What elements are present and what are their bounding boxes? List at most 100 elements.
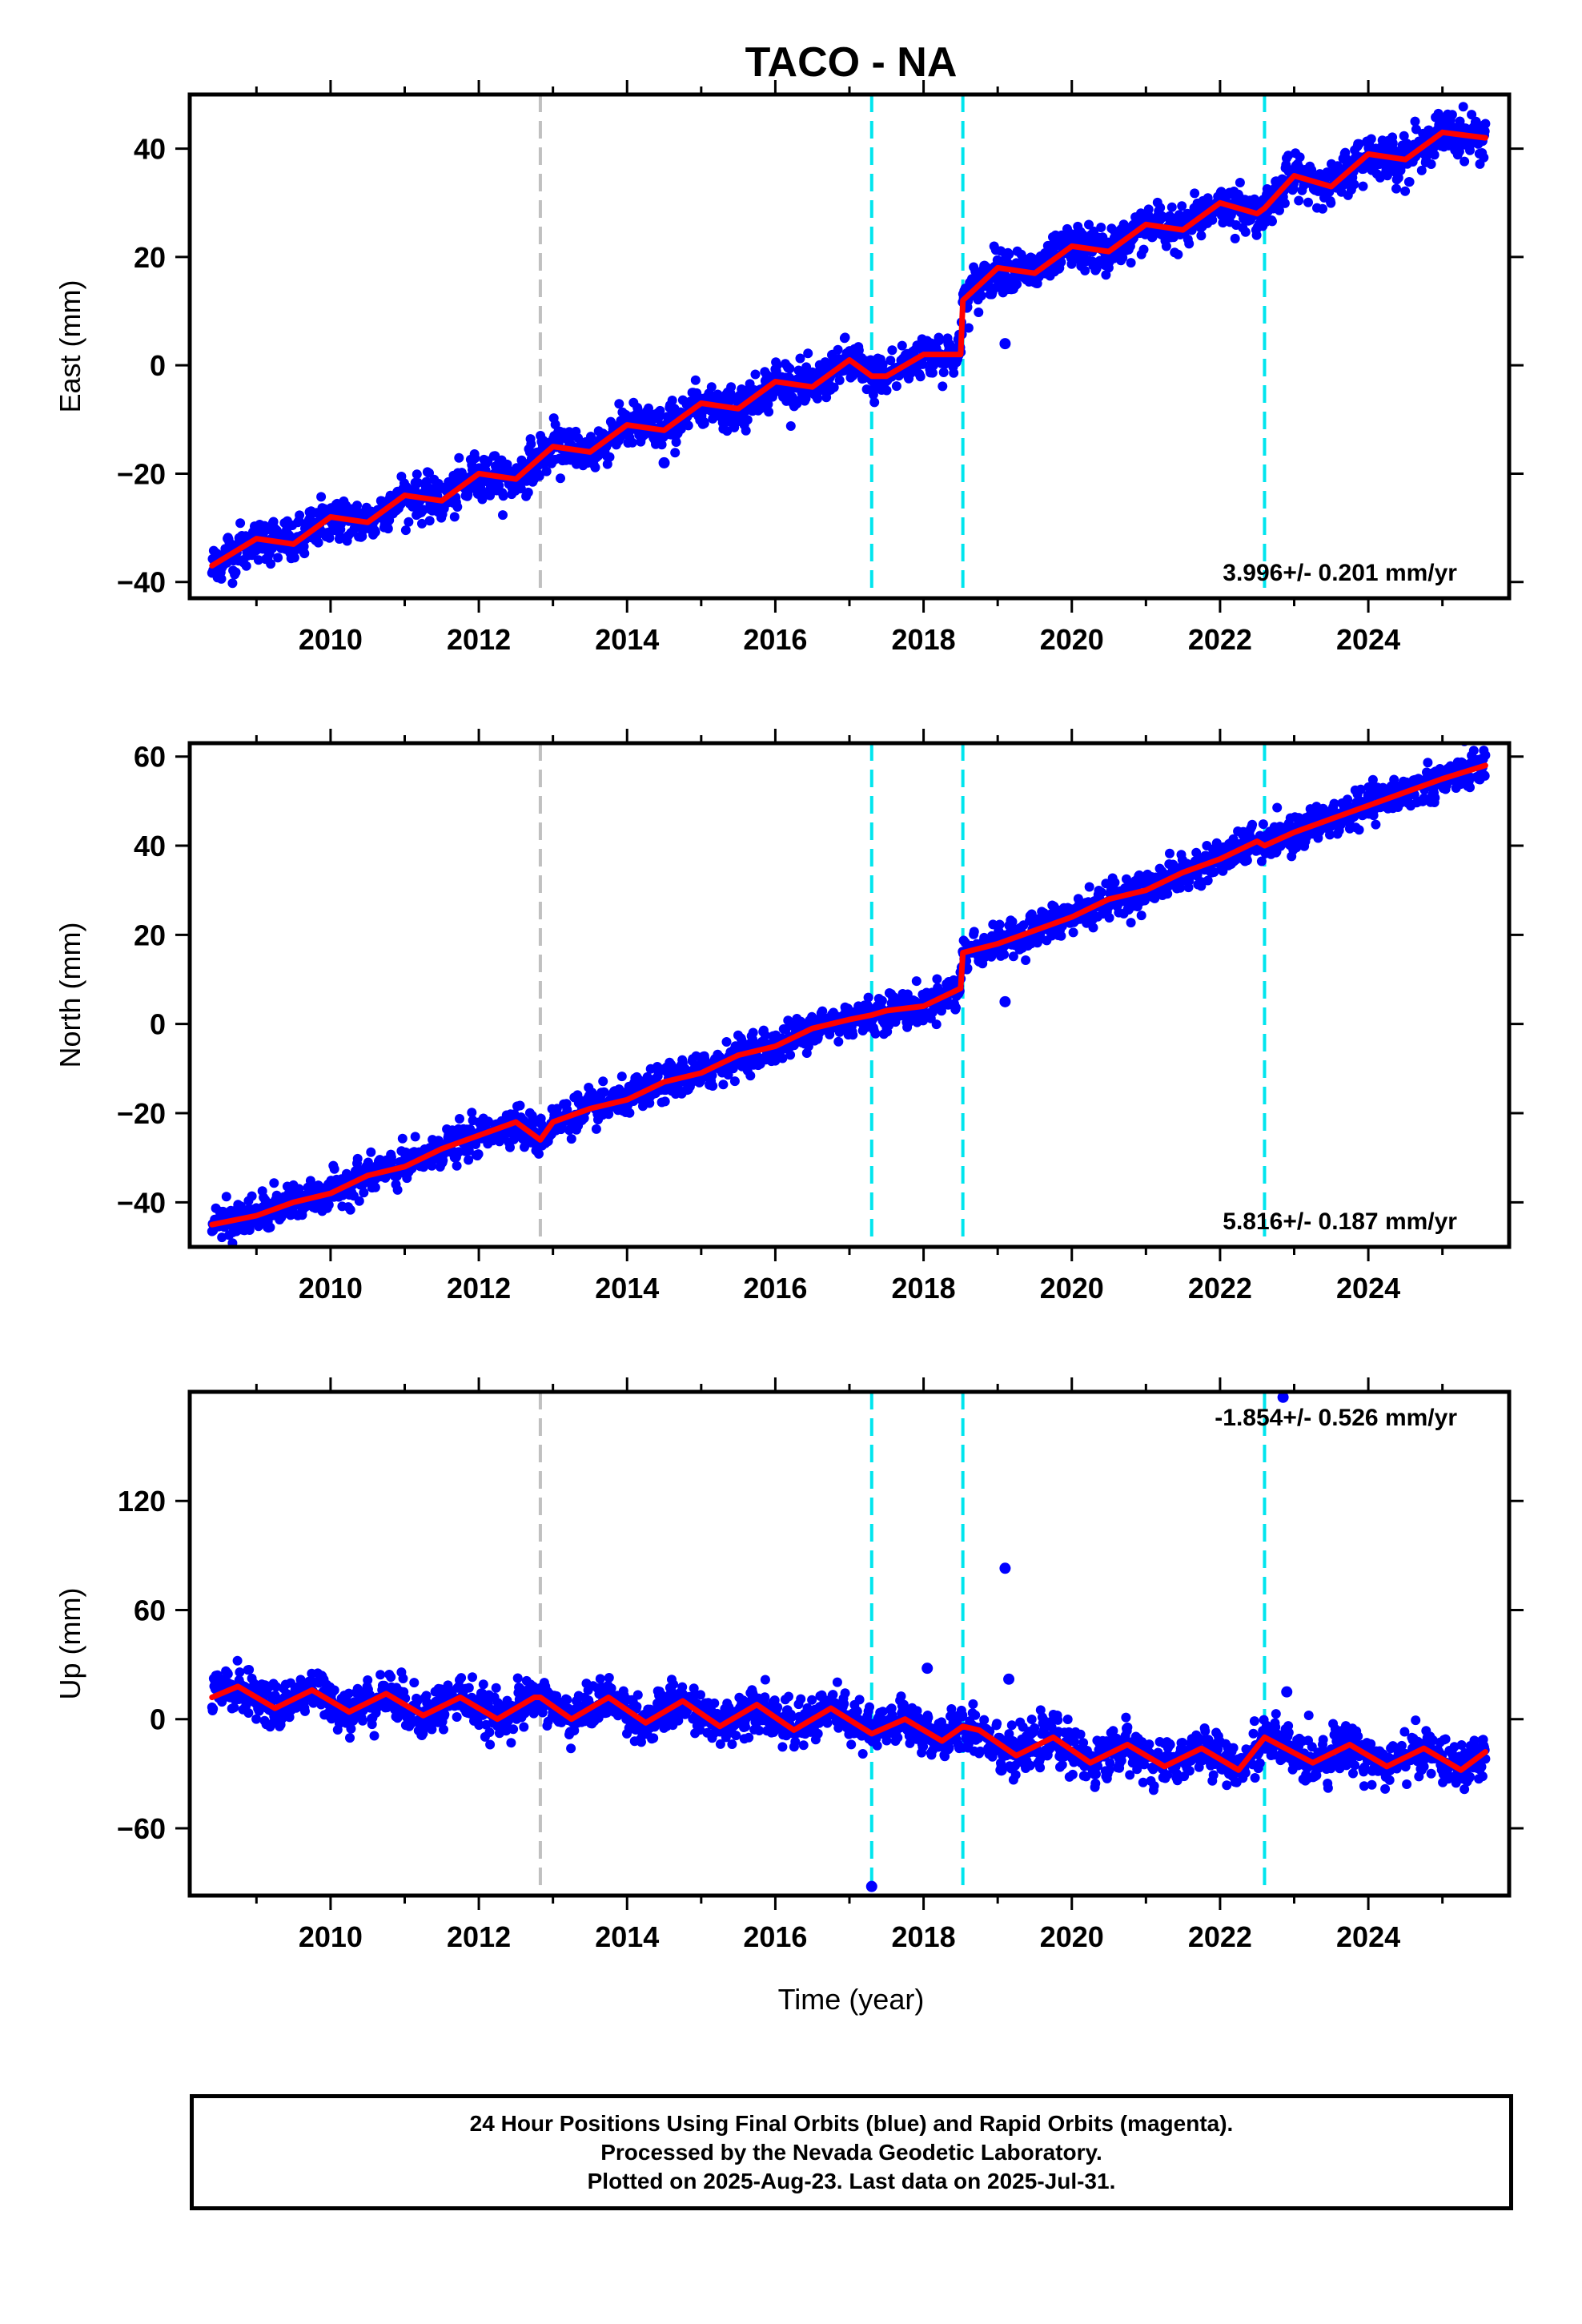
- observation-point: [400, 525, 411, 536]
- observation-point: [404, 517, 414, 527]
- observation-point: [764, 407, 774, 417]
- outlier-point: [999, 338, 1011, 350]
- observation-point: [745, 1071, 756, 1081]
- observation-point: [419, 505, 429, 515]
- panel-east: 2010 2012 2014 2016 2018 2020 2022 2024−40−2002…: [54, 80, 1524, 656]
- x-tick-label: 2024: [1336, 1272, 1400, 1305]
- observation-point: [1126, 918, 1136, 928]
- observation-point: [599, 1087, 609, 1097]
- observation-point: [707, 1070, 717, 1080]
- observation-point: [232, 1655, 243, 1666]
- x-tick-label: 2012: [447, 623, 511, 656]
- model-line-east: [209, 129, 1488, 569]
- observation-point: [1203, 875, 1213, 886]
- observation-point: [516, 484, 526, 494]
- observation-point: [655, 405, 665, 416]
- observation-point: [1479, 152, 1489, 163]
- observation-point: [1084, 882, 1094, 892]
- observation-point: [556, 473, 565, 484]
- observation-point: [473, 1149, 484, 1160]
- observation-point: [1307, 165, 1317, 175]
- observation-point: [994, 919, 1005, 930]
- observation-point: [1162, 889, 1173, 899]
- observation-point: [410, 1132, 420, 1142]
- rate-label: 5.816+/- 0.187 mm/yr: [1223, 1208, 1457, 1235]
- observation-point: [670, 448, 681, 458]
- y-tick-label: 60: [134, 741, 166, 774]
- observation-point: [247, 1191, 257, 1201]
- observation-point: [345, 1204, 355, 1215]
- outlier-point: [999, 995, 1011, 1007]
- observation-point: [949, 368, 959, 378]
- observation-point: [869, 397, 880, 408]
- observation-point: [683, 420, 693, 431]
- observation-point: [927, 368, 938, 378]
- observation-point: [1326, 198, 1336, 208]
- observation-point: [1294, 195, 1304, 206]
- x-tick-label: 2010: [299, 623, 363, 656]
- observation-point: [1247, 819, 1258, 830]
- observation-point: [231, 567, 241, 577]
- observation-point: [387, 1156, 397, 1167]
- observation-point: [271, 1682, 281, 1692]
- observation-point: [354, 1196, 364, 1206]
- observation-point: [273, 553, 283, 563]
- observation-point: [477, 494, 488, 505]
- observation-point: [1161, 241, 1171, 251]
- observation-point: [1136, 911, 1146, 921]
- observation-point: [1158, 212, 1167, 223]
- observation-point: [1138, 244, 1149, 255]
- observation-point: [1410, 116, 1420, 127]
- observation-point: [1447, 110, 1457, 120]
- observation-point: [229, 1703, 239, 1713]
- observation-point: [295, 510, 305, 521]
- observation-point: [295, 1675, 306, 1685]
- observation-point: [244, 1665, 255, 1675]
- observation-point: [1389, 774, 1399, 785]
- observation-point: [505, 1142, 515, 1152]
- observation-point: [586, 432, 596, 442]
- observation-point: [1155, 203, 1166, 213]
- observation-point: [1230, 233, 1240, 243]
- observation-point: [1354, 139, 1364, 149]
- observation-point: [1355, 784, 1366, 794]
- observation-point: [1275, 205, 1284, 215]
- observation-point: [974, 308, 984, 317]
- observation-point: [1480, 126, 1490, 136]
- observation-point: [848, 1030, 858, 1040]
- observation-point: [660, 1096, 670, 1107]
- observation-point: [1343, 794, 1353, 805]
- observation-point: [741, 425, 751, 436]
- x-tick-label: 2012: [447, 1272, 511, 1305]
- observation-point: [467, 1108, 477, 1118]
- observation-point: [223, 1669, 233, 1679]
- observation-point: [329, 1164, 339, 1174]
- observation-point: [534, 1148, 544, 1159]
- observation-point: [566, 1134, 576, 1144]
- observation-point: [1242, 855, 1252, 866]
- observation-point: [785, 421, 796, 431]
- observation-point: [897, 340, 907, 351]
- observation-point: [244, 1225, 255, 1235]
- observation-point: [265, 1222, 275, 1232]
- observation-point: [1429, 150, 1439, 160]
- observation-point: [1467, 110, 1477, 120]
- observation-point: [708, 1081, 718, 1091]
- observation-point: [299, 549, 310, 559]
- model-line-north: [209, 762, 1488, 1228]
- observation-point: [237, 1694, 247, 1704]
- observation-point: [881, 385, 892, 396]
- observation-point: [1235, 178, 1245, 187]
- observation-point: [1303, 197, 1313, 207]
- observation-point: [795, 353, 805, 364]
- x-tick-label: 2020: [1040, 623, 1104, 656]
- observation-point: [227, 578, 238, 589]
- observation-point: [706, 382, 717, 392]
- observation-point: [464, 1145, 474, 1156]
- observation-point: [938, 381, 948, 392]
- observation-point: [1110, 878, 1120, 887]
- observation-point: [1096, 887, 1106, 898]
- observation-point: [1329, 798, 1339, 809]
- observation-point: [216, 573, 227, 584]
